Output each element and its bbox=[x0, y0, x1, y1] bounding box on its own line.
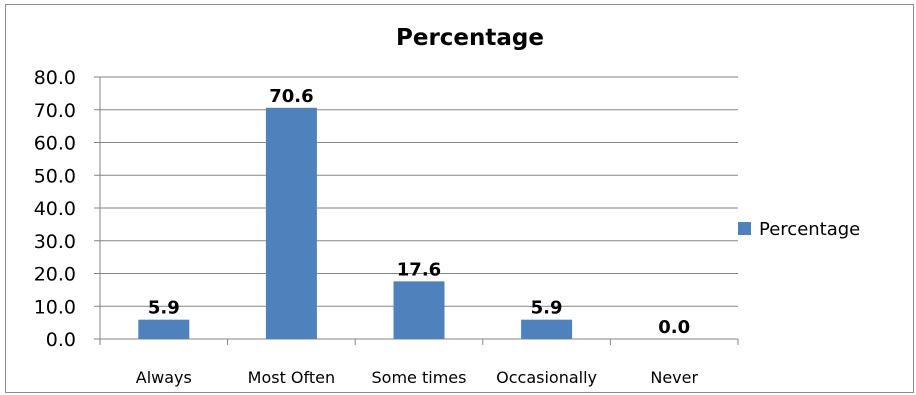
x-axis-ticks: Always Most Often Some times Occasionally Ne… bbox=[136, 368, 699, 387]
gridlines bbox=[94, 76, 739, 345]
x-tick-label: Occasionally bbox=[496, 368, 597, 387]
data-label: 5.9 bbox=[531, 298, 563, 319]
bar-some-times bbox=[393, 281, 445, 339]
data-label: 0.0 bbox=[658, 317, 690, 338]
y-tick-label: 20.0 bbox=[34, 264, 76, 286]
y-tick-label: 50.0 bbox=[34, 165, 76, 187]
y-tick-label: 60.0 bbox=[34, 133, 76, 155]
data-label: 17.6 bbox=[397, 259, 441, 280]
data-labels: 5.9 70.6 17.6 5.9 0.0 bbox=[148, 86, 690, 338]
chart-title: Percentage bbox=[396, 25, 544, 51]
x-tick-label: Never bbox=[650, 368, 698, 387]
x-tick-label: Some times bbox=[372, 368, 467, 387]
bar-most-often bbox=[265, 107, 317, 339]
data-label: 70.6 bbox=[269, 86, 313, 107]
y-tick-label: 0.0 bbox=[46, 329, 76, 351]
legend-swatch-percentage bbox=[738, 222, 751, 235]
data-label: 5.9 bbox=[148, 298, 180, 319]
legend-label-percentage: Percentage bbox=[759, 219, 860, 240]
y-tick-label: 40.0 bbox=[34, 198, 76, 220]
y-tick-label: 80.0 bbox=[34, 67, 76, 89]
legend: Percentage bbox=[738, 219, 860, 240]
y-axis-ticks: 0.0 10.0 20.0 30.0 40.0 50.0 60.0 70.0 80.0 bbox=[34, 67, 76, 351]
bar-always bbox=[138, 319, 190, 339]
y-tick-label: 70.0 bbox=[34, 100, 76, 122]
y-tick-label: 10.0 bbox=[34, 296, 76, 318]
y-tick-label: 30.0 bbox=[34, 231, 76, 253]
x-tick-label: Always bbox=[136, 368, 192, 387]
x-tick-label: Most Often bbox=[248, 368, 336, 387]
bar-occasionally bbox=[521, 319, 573, 339]
bars bbox=[138, 107, 573, 339]
